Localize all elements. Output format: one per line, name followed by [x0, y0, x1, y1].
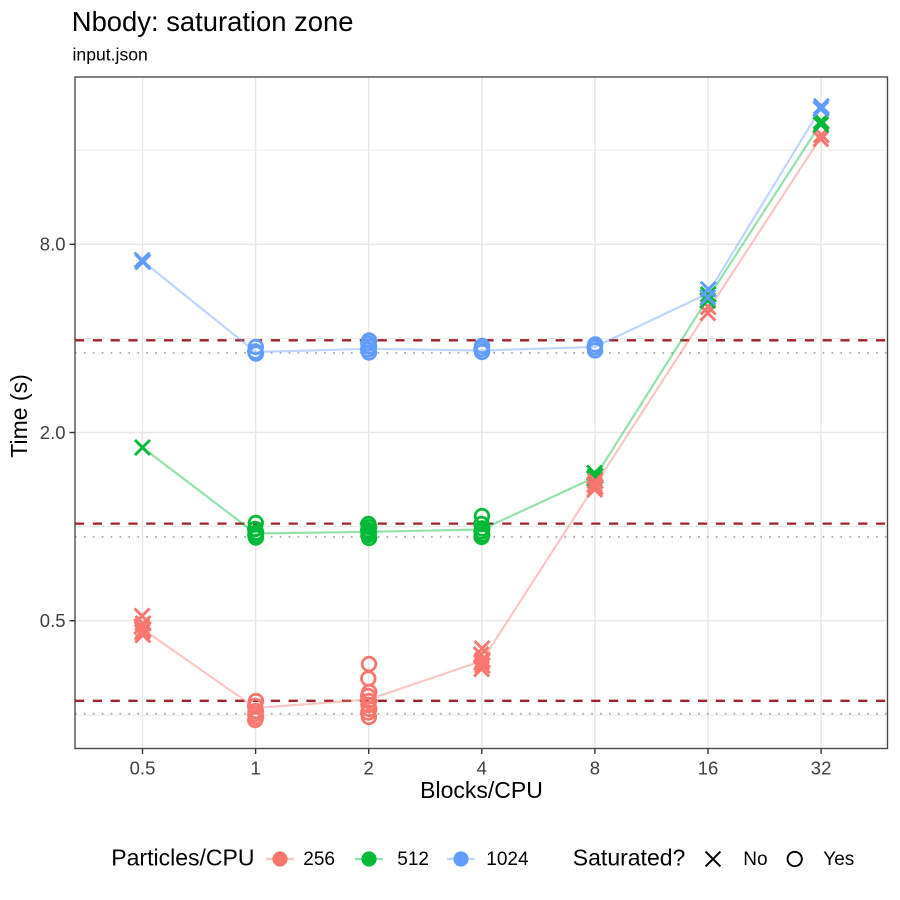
svg-text:32: 32: [811, 758, 832, 779]
svg-text:512: 512: [397, 849, 429, 870]
svg-text:0.5: 0.5: [40, 610, 66, 631]
svg-text:256: 256: [303, 849, 335, 870]
svg-text:Yes: Yes: [823, 849, 854, 870]
svg-text:Saturated?: Saturated?: [573, 845, 686, 871]
svg-text:8: 8: [590, 758, 600, 779]
svg-text:Nbody: saturation zone: Nbody: saturation zone: [72, 6, 354, 37]
svg-text:Particles/CPU: Particles/CPU: [111, 845, 254, 871]
svg-text:2.0: 2.0: [40, 422, 66, 443]
svg-text:8.0: 8.0: [40, 234, 66, 255]
svg-text:1024: 1024: [486, 849, 529, 870]
svg-text:1: 1: [250, 758, 260, 779]
svg-text:Blocks/CPU: Blocks/CPU: [420, 777, 543, 803]
svg-text:4: 4: [477, 758, 487, 779]
svg-text:16: 16: [698, 758, 719, 779]
svg-text:2: 2: [364, 758, 374, 779]
svg-text:input.json: input.json: [73, 45, 148, 65]
svg-text:Time (s): Time (s): [6, 374, 32, 457]
svg-text:0.5: 0.5: [130, 758, 156, 779]
svg-text:No: No: [743, 849, 767, 870]
